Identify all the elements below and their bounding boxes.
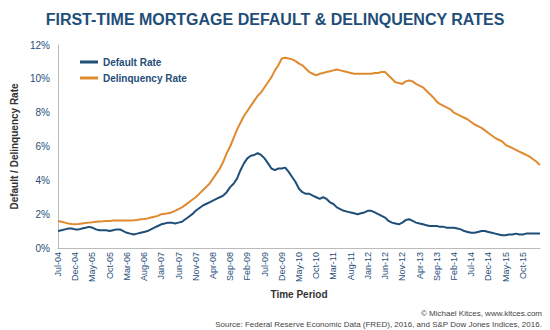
svg-text:Oct-10: Oct-10 — [311, 252, 321, 279]
svg-text:Time Period: Time Period — [270, 289, 327, 300]
svg-text:6%: 6% — [36, 141, 51, 152]
svg-text:Jul-14: Jul-14 — [466, 252, 476, 277]
svg-text:Jul-09: Jul-09 — [260, 252, 270, 277]
svg-text:Feb-09: Feb-09 — [242, 252, 252, 281]
svg-text:Dec-09: Dec-09 — [277, 252, 287, 281]
svg-text:Jan-07: Jan-07 — [156, 252, 166, 280]
svg-text:May-15: May-15 — [501, 252, 511, 282]
svg-text:Aug-11: Aug-11 — [346, 252, 356, 280]
svg-text:Oct-05: Oct-05 — [105, 252, 115, 279]
svg-text:8%: 8% — [36, 107, 51, 118]
svg-text:Apr-13: Apr-13 — [415, 252, 425, 279]
svg-text:Default Rate: Default Rate — [103, 57, 162, 68]
svg-text:Jun-12: Jun-12 — [380, 252, 390, 280]
svg-text:Dec-04: Dec-04 — [70, 252, 80, 281]
svg-text:Nov-07: Nov-07 — [191, 252, 201, 281]
svg-text:Nov-12: Nov-12 — [397, 252, 407, 281]
svg-text:Source: Federal Reserve Econom: Source: Federal Reserve Economic Data (F… — [215, 320, 542, 329]
svg-text:Dec-14: Dec-14 — [483, 252, 493, 281]
svg-text:Oct-15: Oct-15 — [518, 252, 528, 279]
svg-text:Sep-13: Sep-13 — [432, 252, 442, 281]
svg-text:FIRST-TIME MORTGAGE DEFAULT &: FIRST-TIME MORTGAGE DEFAULT & DELINQUENC… — [46, 11, 505, 28]
svg-text:12%: 12% — [30, 40, 50, 51]
svg-text:0%: 0% — [36, 243, 51, 254]
svg-text:4%: 4% — [36, 175, 51, 186]
svg-text:Jul-04: Jul-04 — [53, 252, 63, 277]
svg-text:May-10: May-10 — [294, 252, 304, 282]
svg-text:Aug-06: Aug-06 — [139, 252, 149, 281]
svg-text:Mar-11: Mar-11 — [328, 252, 338, 280]
svg-text:Feb-14: Feb-14 — [449, 252, 459, 281]
svg-text:2%: 2% — [36, 209, 51, 220]
svg-text:Mar-06: Mar-06 — [122, 252, 132, 281]
svg-text:Sep-08: Sep-08 — [225, 252, 235, 281]
svg-text:May-05: May-05 — [87, 252, 97, 282]
svg-text:© Michael Kitces, www.kitces.c: © Michael Kitces, www.kitces.com — [421, 309, 542, 318]
svg-text:Delinquency Rate: Delinquency Rate — [103, 73, 187, 84]
svg-text:10%: 10% — [30, 73, 50, 84]
svg-text:Jun-07: Jun-07 — [174, 252, 184, 280]
svg-text:Jan-12: Jan-12 — [363, 252, 373, 280]
svg-text:Default / Delinquency Rate: Default / Delinquency Rate — [9, 83, 20, 210]
svg-text:Apr-08: Apr-08 — [208, 252, 218, 279]
